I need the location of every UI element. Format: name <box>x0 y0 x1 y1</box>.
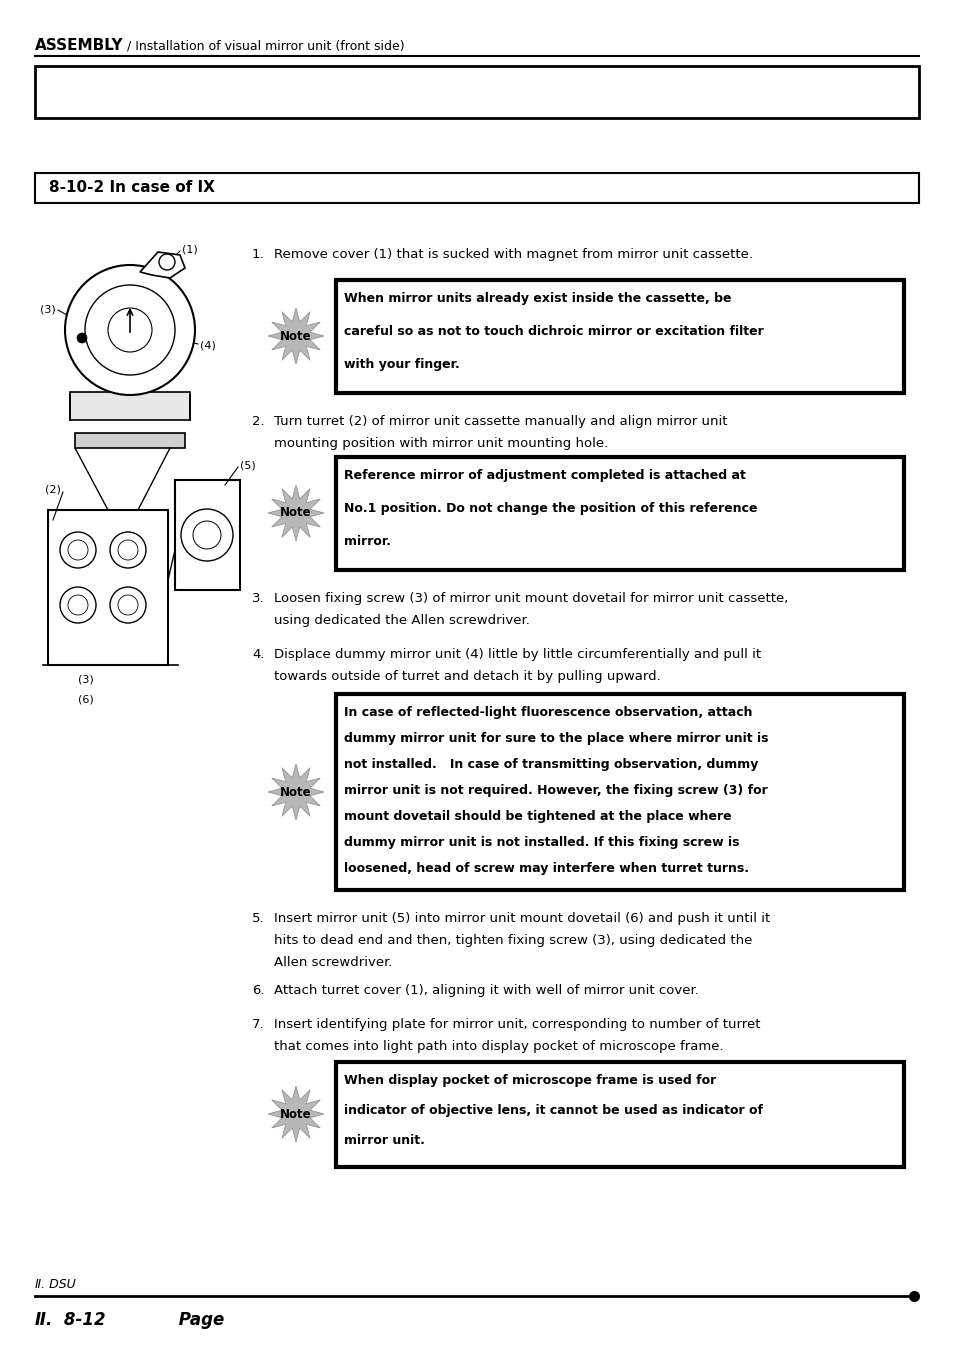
Text: In case of reflected-light fluorescence observation, attach: In case of reflected-light fluorescence … <box>344 707 752 719</box>
Text: Attach turret cover (1), aligning it with well of mirror unit cover.: Attach turret cover (1), aligning it wit… <box>274 984 699 997</box>
Text: mirror.: mirror. <box>344 535 391 549</box>
FancyBboxPatch shape <box>335 694 903 890</box>
Text: Allen screwdriver.: Allen screwdriver. <box>274 957 392 969</box>
Text: dummy mirror unit is not installed. If this fixing screw is: dummy mirror unit is not installed. If t… <box>344 836 739 848</box>
Text: with your finger.: with your finger. <box>344 358 459 372</box>
Circle shape <box>65 265 194 394</box>
Text: 7.: 7. <box>252 1019 264 1031</box>
Text: 4.: 4. <box>252 648 264 661</box>
Text: When mirror units already exist inside the cassette, be: When mirror units already exist inside t… <box>344 292 731 305</box>
FancyBboxPatch shape <box>70 392 190 420</box>
Text: / Installation of visual mirror unit (front side): / Installation of visual mirror unit (fr… <box>123 39 404 53</box>
FancyBboxPatch shape <box>35 173 918 203</box>
Polygon shape <box>268 308 324 363</box>
FancyBboxPatch shape <box>335 457 903 570</box>
Text: 5.: 5. <box>252 912 264 925</box>
Text: No.1 position. Do not change the position of this reference: No.1 position. Do not change the positio… <box>344 503 757 515</box>
Text: (6): (6) <box>78 694 93 705</box>
Polygon shape <box>268 485 324 540</box>
Text: towards outside of turret and detach it by pulling upward.: towards outside of turret and detach it … <box>274 670 660 684</box>
FancyBboxPatch shape <box>35 66 918 118</box>
Polygon shape <box>268 765 324 820</box>
FancyBboxPatch shape <box>174 480 240 590</box>
Text: Insert identifying plate for mirror unit, corresponding to number of turret: Insert identifying plate for mirror unit… <box>274 1019 760 1031</box>
Text: Remove cover (1) that is sucked with magnet from mirror unit cassette.: Remove cover (1) that is sucked with mag… <box>274 249 752 261</box>
Text: Loosen fixing screw (3) of mirror unit mount dovetail for mirror unit cassette,: Loosen fixing screw (3) of mirror unit m… <box>274 592 787 605</box>
Polygon shape <box>140 253 185 278</box>
Text: not installed.   In case of transmitting observation, dummy: not installed. In case of transmitting o… <box>344 758 758 771</box>
Text: Page: Page <box>150 1310 224 1329</box>
Text: (1): (1) <box>182 245 197 255</box>
Text: dummy mirror unit for sure to the place where mirror unit is: dummy mirror unit for sure to the place … <box>344 732 768 744</box>
Text: indicator of objective lens, it cannot be used as indicator of: indicator of objective lens, it cannot b… <box>344 1104 762 1117</box>
Text: using dedicated the Allen screwdriver.: using dedicated the Allen screwdriver. <box>274 613 529 627</box>
Text: ASSEMBLY: ASSEMBLY <box>35 38 124 54</box>
Text: 2.: 2. <box>252 415 264 428</box>
Text: mounting position with mirror unit mounting hole.: mounting position with mirror unit mount… <box>274 436 608 450</box>
Text: When display pocket of microscope frame is used for: When display pocket of microscope frame … <box>344 1074 716 1088</box>
Text: Reference mirror of adjustment completed is attached at: Reference mirror of adjustment completed… <box>344 469 745 482</box>
Text: Insert mirror unit (5) into mirror unit mount dovetail (6) and push it until it: Insert mirror unit (5) into mirror unit … <box>274 912 769 925</box>
Text: (3): (3) <box>78 676 93 685</box>
Text: Displace dummy mirror unit (4) little by little circumferentially and pull it: Displace dummy mirror unit (4) little by… <box>274 648 760 661</box>
Text: mount dovetail should be tightened at the place where: mount dovetail should be tightened at th… <box>344 811 731 823</box>
Text: Note: Note <box>280 1108 312 1120</box>
Text: Ⅱ. DSU: Ⅱ. DSU <box>35 1278 75 1290</box>
Text: Note: Note <box>280 785 312 798</box>
Circle shape <box>77 332 87 343</box>
Text: Turn turret (2) of mirror unit cassette manually and align mirror unit: Turn turret (2) of mirror unit cassette … <box>274 415 727 428</box>
Text: hits to dead end and then, tighten fixing screw (3), using dedicated the: hits to dead end and then, tighten fixin… <box>274 934 752 947</box>
FancyBboxPatch shape <box>75 434 185 449</box>
Text: Ⅱ.  8-12: Ⅱ. 8-12 <box>35 1310 106 1329</box>
Text: 6.: 6. <box>252 984 264 997</box>
Text: that comes into light path into display pocket of microscope frame.: that comes into light path into display … <box>274 1040 723 1052</box>
Text: mirror unit is not required. However, the fixing screw (3) for: mirror unit is not required. However, th… <box>344 784 767 797</box>
Text: 8-10-2 In case of IX: 8-10-2 In case of IX <box>49 181 214 196</box>
Text: (4): (4) <box>200 340 215 350</box>
FancyBboxPatch shape <box>335 280 903 393</box>
Polygon shape <box>268 1086 324 1142</box>
Text: careful so as not to touch dichroic mirror or excitation filter: careful so as not to touch dichroic mirr… <box>344 326 763 338</box>
Text: (3): (3) <box>40 305 55 315</box>
Text: Note: Note <box>280 507 312 520</box>
Text: (5): (5) <box>240 459 255 470</box>
Text: loosened, head of screw may interfere when turret turns.: loosened, head of screw may interfere wh… <box>344 862 748 875</box>
FancyBboxPatch shape <box>48 509 168 665</box>
Text: (2): (2) <box>45 485 61 494</box>
FancyBboxPatch shape <box>335 1062 903 1167</box>
Text: 3.: 3. <box>252 592 264 605</box>
Text: Note: Note <box>280 330 312 343</box>
Text: 1.: 1. <box>252 249 264 261</box>
Text: mirror unit.: mirror unit. <box>344 1133 424 1147</box>
